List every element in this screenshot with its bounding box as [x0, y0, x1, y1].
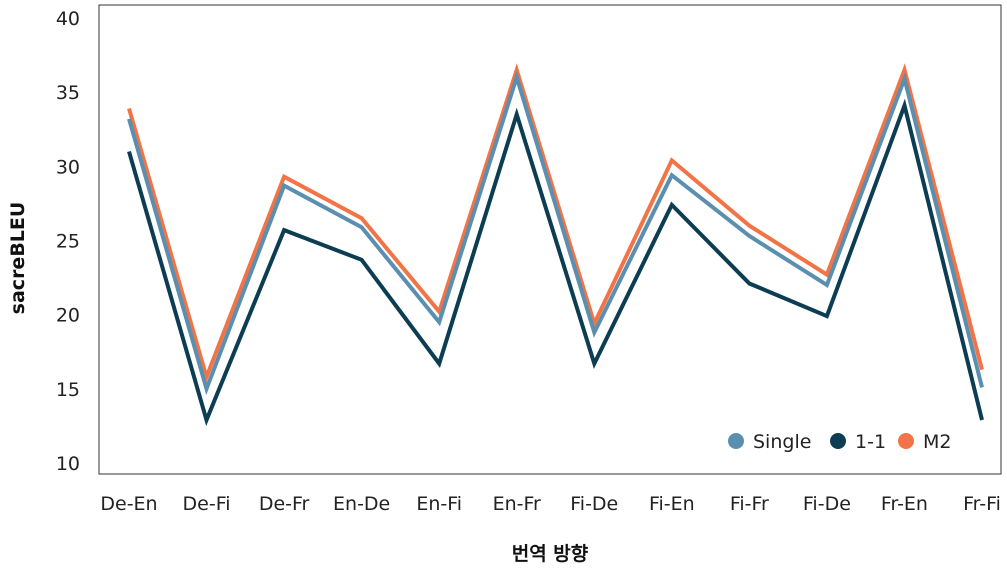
- x-tick-label: Fr-Fi: [963, 493, 1001, 515]
- legend-marker-m2: [898, 433, 914, 449]
- x-tick-label: Fr-En: [881, 493, 928, 515]
- legend-label: M2: [923, 431, 951, 453]
- y-axis-title: sacreBLEU: [7, 202, 29, 315]
- plot-frame: [98, 4, 1002, 475]
- x-tick-label: De-En: [100, 493, 157, 515]
- legend-marker-1-1: [830, 433, 846, 449]
- y-tick-label: 30: [56, 156, 80, 178]
- y-axis-ticks: 10 15 20 25 30 35 40: [56, 8, 80, 475]
- x-tick-label: En-De: [333, 493, 390, 515]
- y-tick-label: 35: [56, 82, 80, 104]
- legend-label: Single: [753, 431, 811, 453]
- y-tick-label: 25: [56, 231, 80, 253]
- legend-marker-single: [728, 433, 744, 449]
- x-tick-label: De-Fi: [183, 493, 231, 515]
- y-tick-label: 15: [56, 379, 80, 401]
- x-tick-label: De-Fr: [259, 493, 310, 515]
- x-tick-label: Fi-Fr: [730, 493, 769, 515]
- x-tick-label: Fi-De: [570, 493, 618, 515]
- y-tick-label: 40: [56, 8, 80, 30]
- series-line-1-1: [127, 98, 984, 427]
- series-lines: [127, 63, 984, 427]
- legend-label: 1-1: [855, 431, 886, 453]
- x-axis-ticks: De-En De-Fi De-Fr En-De En-Fi En-Fr Fi-De Fi-En…: [100, 493, 1001, 515]
- legend: Single 1-1 M2: [728, 431, 951, 453]
- x-tick-label: En-Fi: [416, 493, 462, 515]
- x-tick-label: Fi-De: [803, 493, 851, 515]
- x-axis-title: 번역 방향: [512, 543, 589, 565]
- series-line-single: [127, 70, 984, 396]
- x-tick-label: En-Fr: [493, 493, 541, 515]
- x-tick-label: Fi-En: [649, 493, 695, 515]
- y-tick-label: 20: [56, 305, 80, 327]
- y-tick-label: 10: [56, 453, 80, 475]
- series-line-m2: [127, 63, 984, 384]
